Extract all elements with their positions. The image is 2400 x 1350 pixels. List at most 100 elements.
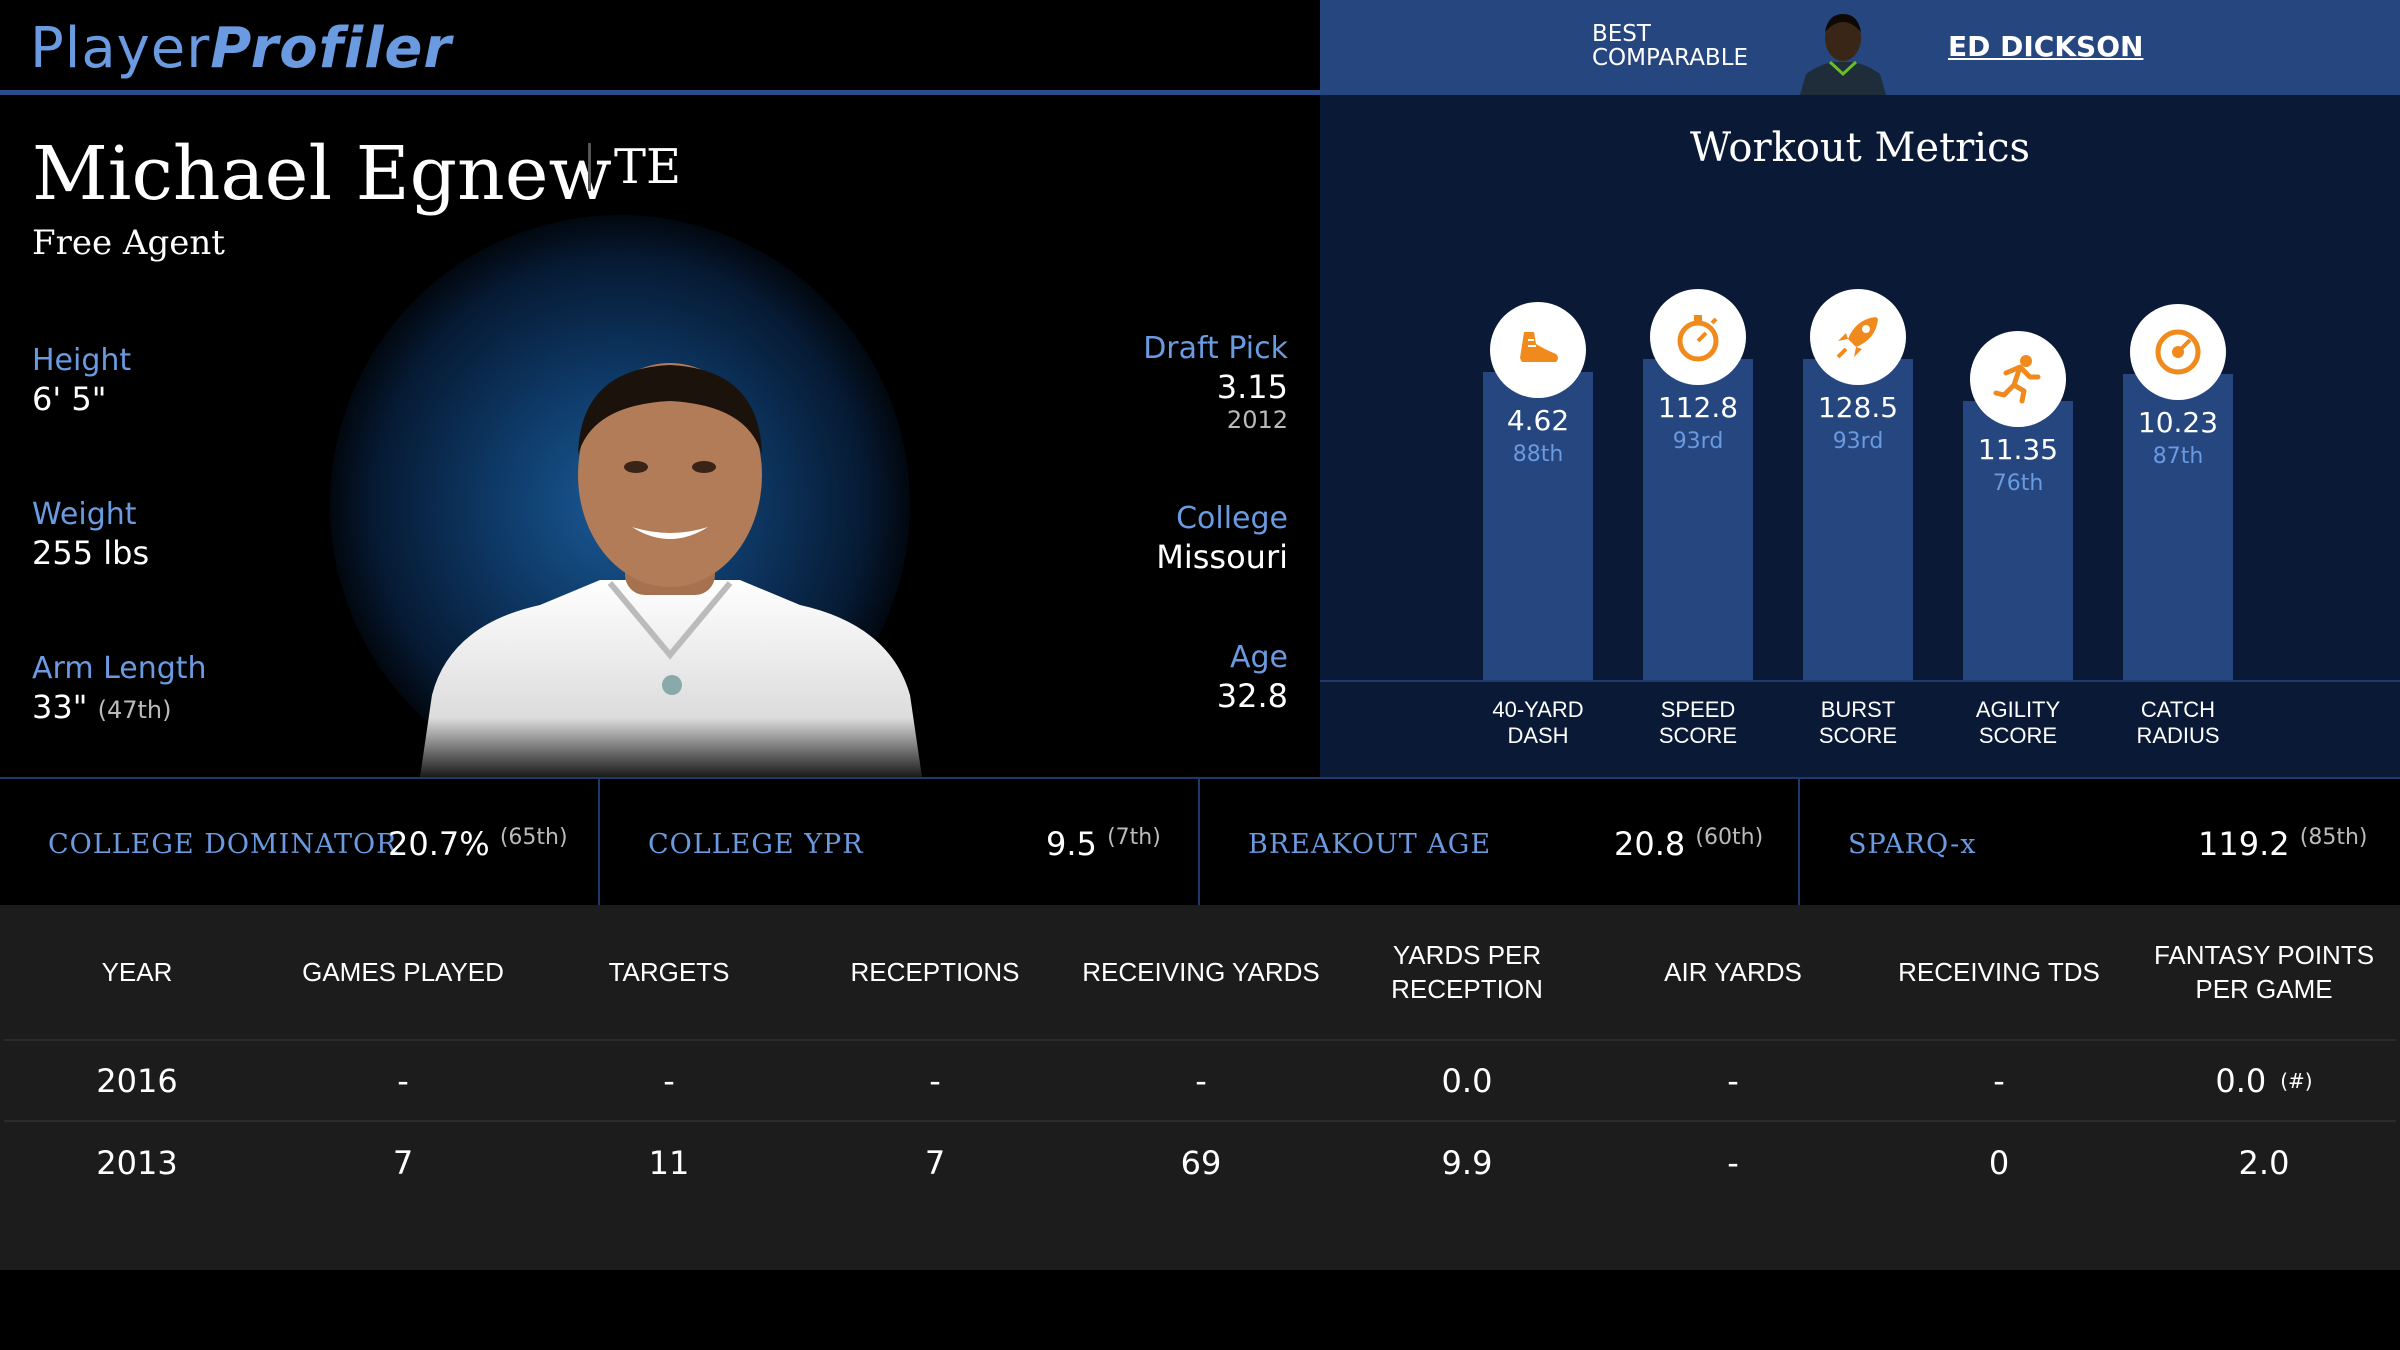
shoe-icon [1490, 302, 1586, 398]
logo-part2: Profiler [210, 16, 453, 81]
metric-value: 128.5 [1817, 391, 1899, 424]
sparq-number: 119.2 [2198, 825, 2290, 863]
workout-metrics-panel: Workout Metrics 4.62 88th 40-YARD DASH 112.8… [1320, 95, 2400, 777]
metric-label-line2: SCORE [1658, 723, 1738, 748]
height-attr: Height 6' 5" [32, 343, 131, 418]
breakout-age-value: 20.8 (60th) [1614, 825, 1763, 863]
metric-rank: 93rd [1832, 429, 1884, 454]
player-headshot [420, 363, 922, 777]
cell-games: - [397, 1061, 409, 1100]
college-value: Missouri [1156, 538, 1288, 576]
col-year[interactable]: YEAR [101, 957, 173, 987]
col-games-played[interactable]: GAMES PLAYED [302, 957, 504, 987]
arm-length-attr: Arm Length 33" (47th) [32, 651, 207, 726]
comparable-player-link[interactable]: ED DICKSON [1948, 30, 2144, 63]
footer-space [0, 1270, 2400, 1350]
player-name: Michael Egnew [32, 131, 612, 217]
metric-label-line2: SCORE [1978, 723, 2058, 748]
age-value: 32.8 [1216, 677, 1288, 715]
sparq-label: SPARQ-x [1848, 829, 1977, 860]
metric-value: 112.8 [1657, 391, 1739, 424]
college-ypr-number: 9.5 [1046, 825, 1097, 863]
breakout-age-rank: (60th) [1695, 825, 1764, 850]
college-dominator-label: COLLEGE DOMINATOR [48, 829, 398, 860]
metric-bar [2123, 374, 2233, 680]
metric-label: BURST SCORE [1778, 697, 1938, 749]
metric-label: AGILITY SCORE [1938, 697, 2098, 749]
sparq-value: 119.2 (85th) [2198, 825, 2368, 863]
rocket-icon [1810, 289, 1906, 385]
cell-rec-yards: - [1195, 1061, 1207, 1100]
target-icon [2130, 304, 2226, 400]
cell-year: 2013 [96, 1143, 178, 1182]
college-dominator-number: 20.7% [388, 825, 490, 863]
metric-label-line2: RADIUS [2136, 723, 2220, 748]
player-profiler-logo[interactable]: PlayerProfiler [30, 16, 452, 81]
metric-rank: 88th [1512, 442, 1564, 467]
metric-label: CATCH RADIUS [2098, 697, 2258, 749]
col-air-yards[interactable]: AIR YARDS [1664, 957, 1802, 987]
player-panel: Michael Egnew TE Free Agent Height 6' 5"… [0, 95, 1320, 777]
col-receiving-tds[interactable]: RECEIVING TDS [1898, 957, 2100, 987]
cell-targets: 11 [648, 1143, 690, 1182]
arm-length-value: 33" [32, 688, 88, 726]
receiving-stats-table: YEAR GAMES PLAYED TARGETS RECEPTIONS REC… [0, 905, 2400, 1270]
arm-length-rank: (47th) [97, 696, 172, 724]
cell-fantasy-ppg: 2.0 [2238, 1143, 2290, 1182]
cell-fantasy-ppg: 0.0 (#) [2132, 1041, 2396, 1120]
col-fantasy-points[interactable]: FANTASY POINTS PER GAME [2153, 940, 2375, 1004]
weight-attr: Weight 255 lbs [32, 497, 149, 572]
cell-rec-tds: 0 [1988, 1143, 2010, 1182]
stopwatch-icon [1650, 289, 1746, 385]
metric-label-line1: BURST [1820, 697, 1896, 722]
age-label: Age [1229, 640, 1288, 675]
runner-icon [1970, 331, 2066, 427]
col-receptions[interactable]: RECEPTIONS [850, 957, 1020, 987]
comp-label-line2: COMPARABLE [1592, 45, 1749, 71]
logo-part1: Player [30, 16, 211, 81]
metric-rank: 76th [1992, 471, 2044, 496]
table-header-row: YEAR GAMES PLAYED TARGETS RECEPTIONS REC… [4, 905, 2396, 1041]
breakout-age-cell: BREAKOUT AGE 20.8 (60th) [1200, 779, 1800, 907]
best-comparable-label: BEST COMPARABLE [1592, 22, 1748, 70]
col-receiving-yards[interactable]: RECEIVING YARDS [1082, 957, 1320, 987]
college-attr: College Missouri [1156, 501, 1288, 576]
metric-label-line2: DASH [1507, 723, 1569, 748]
breakout-age-label: BREAKOUT AGE [1248, 829, 1492, 860]
breakout-age-number: 20.8 [1614, 825, 1686, 863]
cell-rec-tds: - [1993, 1061, 2005, 1100]
metric-label-line1: SPEED [1660, 697, 1736, 722]
cell-rec-yards: 69 [1180, 1143, 1222, 1182]
workout-title: Workout Metrics [1689, 125, 2031, 171]
metric-bar [1643, 359, 1753, 680]
college-ypr-label: COLLEGE YPR [648, 829, 864, 860]
college-label: College [1176, 501, 1288, 536]
col-yards-per-reception[interactable]: YARDS PER RECEPTION [1391, 940, 1543, 1004]
workout-baseline [1320, 680, 2400, 682]
draft-pick-value: 3.15 [1216, 368, 1288, 406]
advanced-stats-strip: COLLEGE DOMINATOR 20.7% (65th) COLLEGE Y… [0, 777, 2400, 907]
metric-rank: 87th [2152, 444, 2204, 469]
weight-label: Weight [32, 497, 137, 532]
draft-year: 2012 [1226, 406, 1288, 434]
arm-length-value-line: 33" (47th) [32, 688, 207, 726]
weight-value: 255 lbs [32, 534, 150, 572]
footnote-mark[interactable]: (#) [2280, 1068, 2313, 1093]
comp-label-line1: BEST [1592, 21, 1651, 47]
age-attr: Age 32.8 [1217, 640, 1288, 715]
cell-targets: - [663, 1061, 675, 1100]
player-team: Free Agent [32, 223, 225, 263]
metric-label: SPEED SCORE [1618, 697, 1778, 749]
metric-value: 4.62 [1506, 404, 1570, 437]
metric-label-line1: AGILITY [1975, 697, 2061, 722]
arm-length-label: Arm Length [32, 651, 207, 686]
metric-bar [1483, 372, 1593, 680]
col-targets[interactable]: TARGETS [608, 957, 730, 987]
cell-games: 7 [392, 1143, 414, 1182]
metric-value: 11.35 [1977, 433, 2059, 466]
sparq-cell: SPARQ-x 119.2 (85th) [1800, 779, 2400, 907]
metric-rank: 93rd [1672, 429, 1724, 454]
cell-air-yards: - [1727, 1143, 1739, 1182]
cell-ypr: 0.0 [1441, 1061, 1493, 1100]
metric-label: 40-YARD DASH [1458, 697, 1618, 749]
